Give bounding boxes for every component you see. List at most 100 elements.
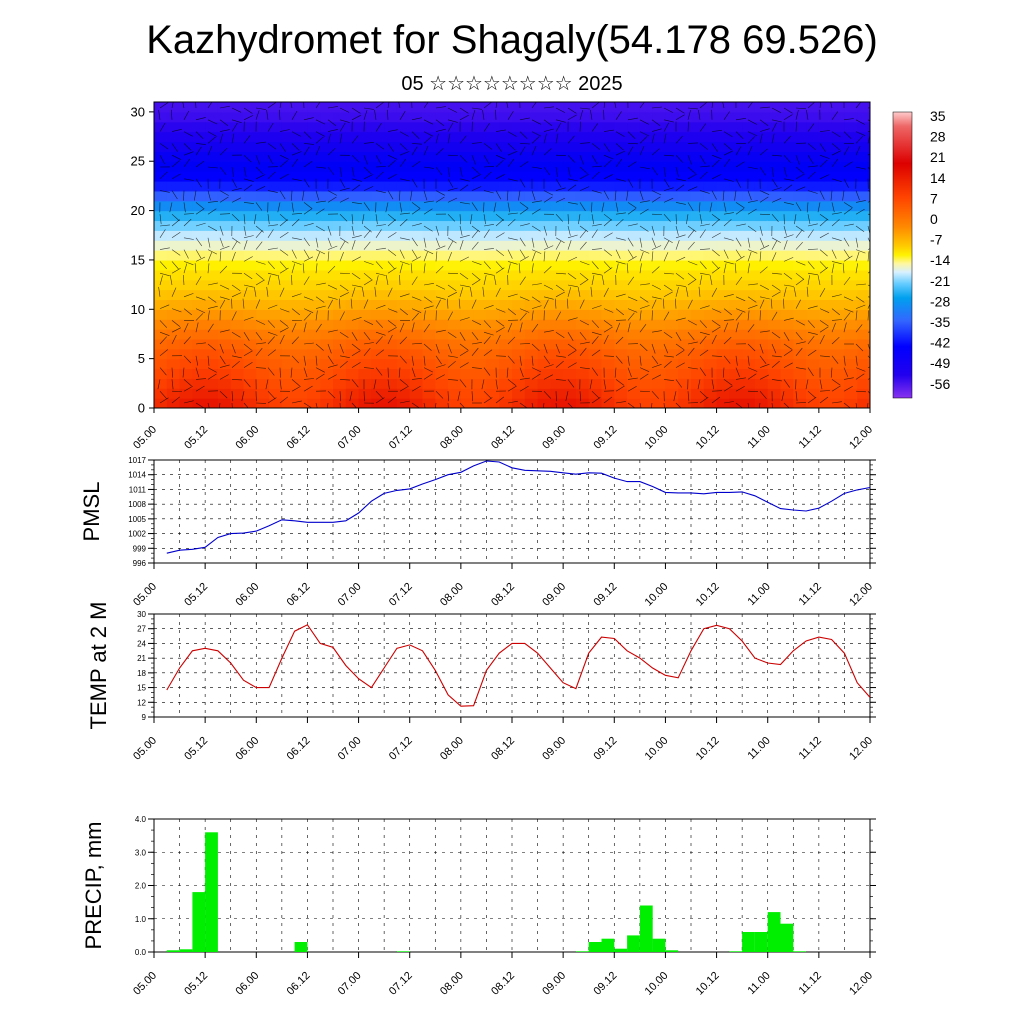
heatmap-cell (857, 388, 870, 399)
heatmap-cell (499, 102, 513, 113)
heatmap-cell (550, 200, 564, 212)
wind-vector (759, 284, 769, 290)
wind-vector (471, 391, 473, 402)
wind-vector (819, 390, 831, 392)
heatmap-cell (422, 338, 436, 350)
heatmap-cell (665, 210, 679, 222)
wind-vector (411, 146, 418, 156)
heatmap-cell (793, 102, 807, 113)
heatmap-cell (512, 161, 526, 172)
heatmap-cell (678, 279, 692, 291)
heatmap-cell (217, 279, 232, 291)
heatmap-cell (754, 378, 769, 389)
wind-vector (327, 364, 338, 368)
wind-vector (423, 190, 428, 201)
heatmap-cell (563, 378, 577, 389)
wind-vector (507, 237, 518, 241)
heatmap-cell (537, 240, 551, 251)
heatmap-cell (358, 289, 372, 301)
heatmap-cell (665, 319, 679, 330)
heatmap-cell (154, 111, 168, 123)
wind-vector (603, 232, 613, 239)
wind-vector (507, 218, 516, 227)
wind-vector (615, 218, 624, 227)
wind-vector (819, 396, 829, 404)
heatmap-cell (639, 161, 654, 172)
heatmap-cell (371, 111, 385, 123)
wind-vector (747, 237, 751, 248)
heatmap-cell (448, 151, 462, 162)
heatmap-cell (179, 102, 193, 113)
heatmap-cell (563, 329, 577, 340)
wind-vector (675, 240, 680, 250)
wind-vector (855, 355, 858, 366)
heatmap-cell (486, 210, 500, 222)
wind-vector (231, 197, 242, 203)
heatmap-cell (742, 171, 756, 182)
heatmap-cell (384, 378, 398, 389)
heatmap-cell (422, 259, 436, 271)
wind-vector (194, 190, 197, 201)
heatmap-cell (307, 378, 321, 389)
heatmap-cell (333, 319, 347, 330)
heatmap-cell (614, 259, 628, 271)
heatmap-cell (486, 180, 500, 192)
heatmap-cell (460, 388, 475, 399)
heatmap-cell (857, 299, 870, 310)
wind-vector (663, 107, 674, 113)
heatmap-cell (818, 309, 833, 320)
heatmap-cell (371, 161, 385, 172)
heatmap-cell (665, 289, 679, 301)
heatmap-cell (358, 111, 372, 123)
wind-vector (219, 265, 228, 274)
heatmap-cell (333, 131, 347, 143)
heatmap-cell (192, 368, 206, 379)
heatmap-cell (205, 398, 219, 408)
heatmap-cell (742, 250, 756, 261)
wind-vector (219, 245, 230, 250)
temp2m-x-tick-label: 05.12 (182, 735, 210, 763)
wind-vector (639, 355, 642, 366)
heatmap-cell (384, 220, 398, 231)
heatmap-cell (499, 151, 513, 162)
wind-vector (711, 232, 721, 239)
heatmap-cell (844, 171, 858, 182)
wind-vector (315, 119, 326, 125)
wind-vector (387, 219, 396, 227)
heatmap-cell (857, 131, 870, 143)
heatmap-cell (281, 210, 296, 222)
heatmap-cell (473, 269, 488, 281)
precip-x-tick-label: 08.12 (489, 970, 517, 998)
wind-vector (255, 332, 263, 341)
heatmap-cell (691, 220, 705, 231)
heatmap-cell (179, 180, 193, 192)
heatmap-cell (294, 289, 309, 301)
heatmap-cell (243, 250, 257, 261)
heatmap-cell (460, 348, 475, 360)
wind-vector (159, 171, 168, 180)
temp2m-x-tick-label: 10.00 (643, 735, 671, 763)
wind-vector (290, 367, 293, 378)
heatmap-cell (473, 111, 488, 123)
heatmap-cell (627, 269, 641, 281)
wind-vector (795, 186, 806, 191)
heatmap-cell (256, 299, 270, 310)
heatmap-cell (192, 348, 206, 360)
wind-vector (279, 190, 286, 200)
heatmap-cell (780, 161, 794, 172)
wind-vector (471, 347, 479, 356)
heatmap-cell (320, 210, 334, 222)
wind-vector (375, 247, 386, 250)
heatmap-cell (729, 348, 743, 360)
wind-vector (819, 143, 826, 152)
temp2m-x-tick-label: 05.00 (131, 735, 159, 763)
wind-vector (410, 190, 413, 201)
heatmap-cell (371, 151, 385, 162)
wind-vector (531, 102, 537, 109)
wind-vector (255, 347, 263, 356)
heatmap-cell (460, 250, 475, 261)
wind-vector (543, 266, 552, 274)
wind-vector (639, 283, 650, 286)
heatmap-cell (154, 329, 168, 340)
